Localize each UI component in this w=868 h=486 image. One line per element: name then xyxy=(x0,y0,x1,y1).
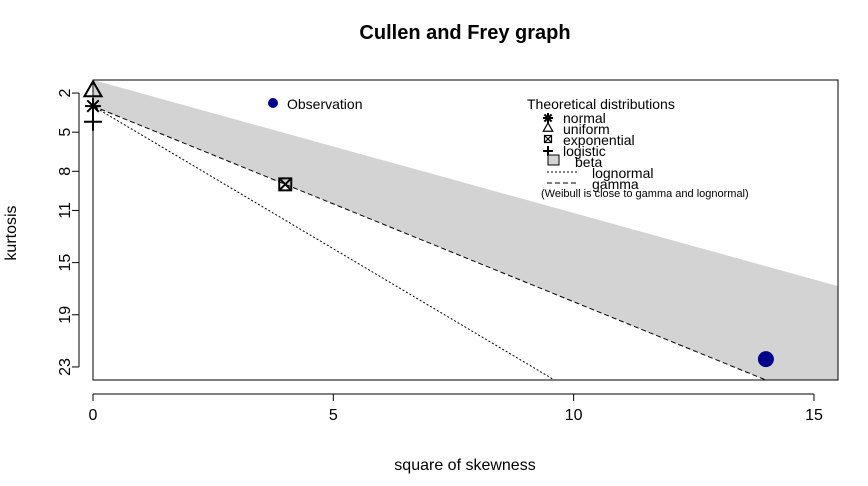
gamma-line xyxy=(93,105,767,380)
observation-legend-label: Observation xyxy=(287,96,362,112)
legend-lognormal-label: lognormal xyxy=(592,165,653,181)
legend-exponential-symbol xyxy=(543,134,553,144)
y-tick-label-3: 11 xyxy=(57,202,74,219)
y-tick-label-5: 19 xyxy=(57,306,74,324)
y-tick-label-2: 8 xyxy=(57,167,74,176)
legend-weibull-note: (Weibull is close to gamma and lognormal… xyxy=(541,188,749,200)
y-tick-label-4: 15 xyxy=(57,254,74,272)
theoretical-legend-title: Theoretical distributions xyxy=(527,96,675,112)
legend-logistic-symbol xyxy=(543,146,553,156)
legend-beta-symbol xyxy=(547,154,560,166)
legend-uniform-label: uniform xyxy=(563,121,610,137)
beta-region xyxy=(93,80,838,380)
legend-exponential-symbol-d2 xyxy=(544,135,552,143)
legend-normal-label: normal xyxy=(563,110,606,126)
x-axis-label: square of skewness xyxy=(394,457,535,474)
exponential-point xyxy=(278,177,293,192)
y-tick-label-6: 23 xyxy=(57,358,74,376)
plot-frame xyxy=(92,79,839,381)
exponential-point-d2 xyxy=(278,177,292,192)
x-tick-label-1: 5 xyxy=(329,407,338,424)
x-tick-label-2: 10 xyxy=(565,407,583,424)
observation-point xyxy=(757,351,774,368)
legend-exponential-symbol-box xyxy=(543,134,553,144)
axes: 0 5 10 15 2 5 8 11 15 19 23 xyxy=(57,79,839,424)
observation-legend-marker xyxy=(268,98,278,108)
legend-logistic-label: logistic xyxy=(563,143,606,159)
legend: Observation Theoretical distributionsnorm… xyxy=(268,96,749,200)
chart-title: Cullen and Frey graph xyxy=(359,22,570,44)
y-axis-label: kurtosis xyxy=(3,205,20,260)
plot-area xyxy=(82,79,838,380)
legend-exponential-label: exponential xyxy=(563,132,635,148)
lognormal-line xyxy=(93,105,555,380)
legend-beta-label: beta xyxy=(575,154,602,170)
y-tick-label-1: 5 xyxy=(57,128,74,137)
plot-inner xyxy=(93,80,838,380)
legend-gamma-label: gamma xyxy=(592,176,639,192)
legend-uniform-symbol xyxy=(542,121,554,132)
legend-normal-symbol-d2 xyxy=(543,113,553,123)
x-tick-label-0: 0 xyxy=(89,407,98,424)
y-tick-label-0: 2 xyxy=(57,88,74,97)
x-tick-label-3: 15 xyxy=(805,407,823,424)
legend-normal-symbol xyxy=(543,113,553,123)
exponential-point-box xyxy=(278,177,293,192)
